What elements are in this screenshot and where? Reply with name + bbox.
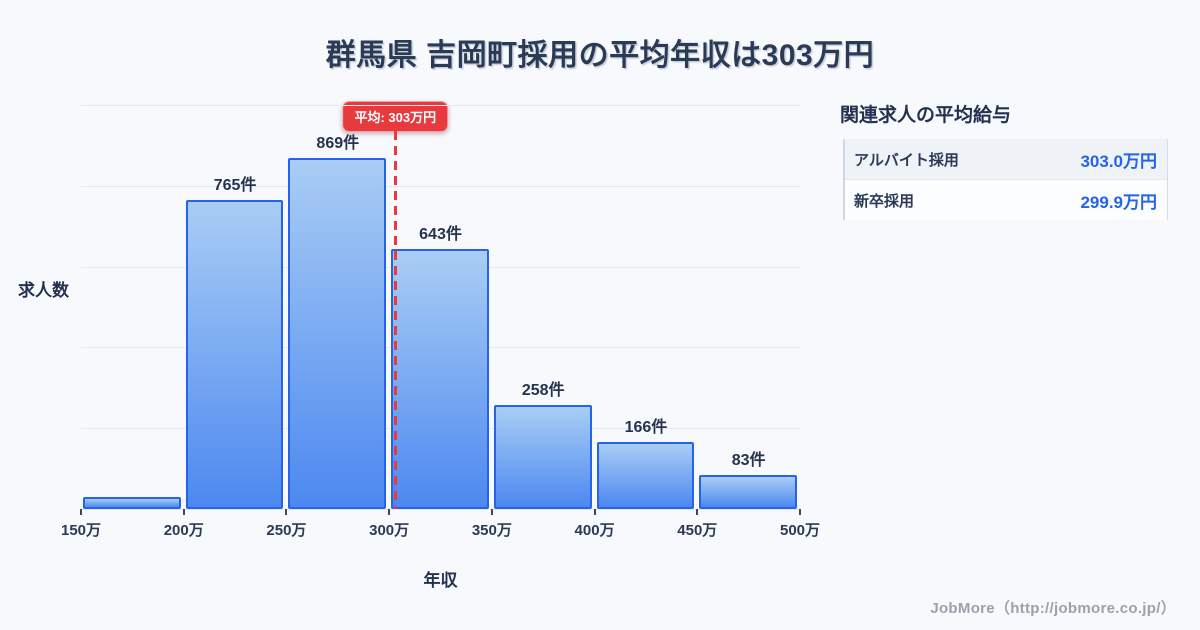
- x-axis-tick: [182, 509, 185, 515]
- gridline: [81, 185, 800, 187]
- salary-row: 新卒採用 299.9万円: [845, 180, 1167, 220]
- x-tick-label: 300万: [369, 522, 410, 539]
- bar-value-label: 166件: [624, 418, 668, 436]
- gridline: [81, 105, 800, 107]
- x-axis-tick: [490, 509, 493, 515]
- salary-row: アルバイト採用 303.0万円: [845, 139, 1167, 180]
- x-tick-label: 150万: [60, 522, 102, 539]
- x-axis-tick: [799, 509, 801, 515]
- x-tick-label: 400万: [574, 522, 615, 539]
- source-credit: JobMore（http://jobmore.co.jp/）: [930, 600, 1176, 617]
- bar-value-label: 83件: [731, 452, 766, 470]
- x-tick-label: 350万: [471, 522, 512, 539]
- salary-row-value: 303.0万円: [1080, 151, 1157, 171]
- salary-row-label: アルバイト採用: [854, 151, 959, 169]
- gridline: [81, 509, 800, 510]
- x-tick-label: 200万: [163, 522, 204, 539]
- bar-value-label: 765件: [213, 177, 257, 194]
- related-jobs-heading: 関連求人の平均給与: [840, 105, 1012, 126]
- histogram-bar: [596, 441, 695, 509]
- salary-row-label: 新卒採用: [854, 192, 915, 210]
- x-axis-tick: [593, 509, 596, 515]
- bar-value-label: 258件: [521, 381, 565, 399]
- histogram-bar: [288, 158, 387, 509]
- y-axis-label: 求人数: [18, 281, 69, 300]
- histogram-bar: [185, 200, 284, 509]
- average-badge: 平均: 303万円: [342, 101, 449, 132]
- related-salary-table: アルバイト採用 303.0万円新卒採用 299.9万円: [843, 139, 1168, 220]
- x-tick-label: 250万: [266, 522, 307, 539]
- x-tick-label: 500万: [779, 522, 821, 539]
- bar-value-label: 869件: [316, 135, 360, 152]
- bar-value-label: 643件: [419, 226, 462, 244]
- histogram-bar: [391, 249, 489, 509]
- salary-row-value: 299.9万円: [1080, 192, 1157, 212]
- histogram-bar: [493, 404, 592, 509]
- histogram-bar: [83, 496, 181, 509]
- x-tick-label: 450万: [677, 522, 718, 539]
- average-line: [393, 131, 397, 509]
- histogram-bar: [699, 475, 797, 509]
- x-axis-tick: [285, 509, 288, 515]
- x-axis-tick: [388, 509, 391, 515]
- page-title: 群馬県 吉岡町採用の平均年収は303万円: [325, 39, 875, 72]
- plot-area: 平均: 303万円 765件 869件 643件 258件 166件 83件 150万 200…: [61, 97, 820, 539]
- x-axis-label: 年収: [423, 571, 458, 590]
- x-axis-tick: [80, 509, 82, 515]
- x-axis-tick: [696, 509, 699, 515]
